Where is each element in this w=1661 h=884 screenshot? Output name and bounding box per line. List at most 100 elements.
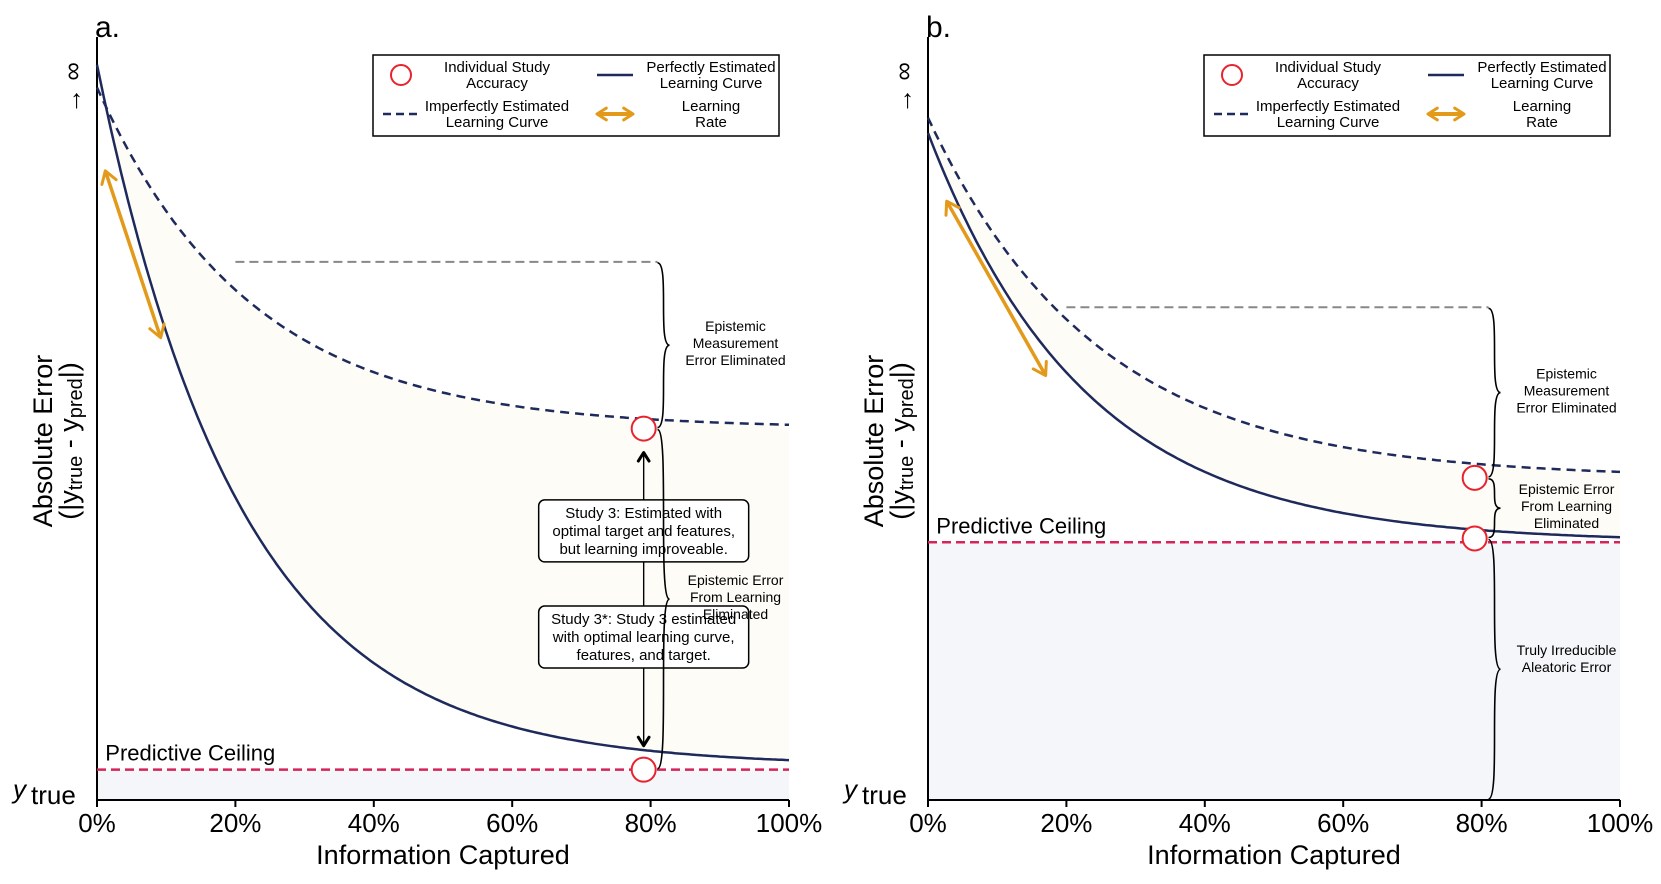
y-axis-label-line1: Absolute Error [28, 355, 58, 528]
legend-label: Learning Curve [1277, 114, 1380, 131]
brace-label-text: Epistemic Error [1519, 481, 1615, 497]
brace [1488, 307, 1501, 478]
brace-label-text: Aleatoric Error [1522, 659, 1612, 675]
y-top-label: → ∞ [888, 62, 918, 114]
brace-label-text: Eliminated [1534, 515, 1599, 531]
chart-panel-a: 0% 20% 40% 60% 80% 100% Information Captured Ab… [11, 11, 822, 870]
panel-label: b. [926, 11, 951, 44]
brace-label-text: Measurement [693, 335, 779, 351]
y-top-label: → ∞ [57, 62, 87, 114]
x-tick-label: 0% [78, 808, 116, 838]
x-axis-label: Information Captured [316, 840, 570, 870]
epistemic-area [97, 64, 789, 761]
study-point [630, 756, 657, 783]
x-tick-label: 100% [756, 808, 823, 838]
perfect-curve-line [926, 132, 1621, 539]
y-label-subscript: true [896, 456, 918, 490]
x-tick-label: 0% [909, 808, 947, 838]
study-box-text: optimal target and features, [552, 523, 735, 540]
legend-label: Learning Curve [660, 75, 763, 92]
aleatoric-area [928, 542, 1620, 800]
legend-label: Accuracy [466, 75, 528, 92]
brace-label-text: From Learning [690, 589, 781, 605]
brace-label-text: Error Eliminated [1516, 400, 1616, 416]
x-tick-label: 20% [1040, 808, 1092, 838]
study-box-text: but learning improveable. [559, 541, 727, 558]
legend-label: Perfectly Estimated [646, 59, 775, 76]
study-box-text: Study 3: Estimated with [565, 505, 722, 522]
brace [1488, 478, 1501, 539]
study-point [630, 415, 657, 442]
brace-label-text: Epistemic [705, 318, 766, 334]
legend-label: Learning [682, 98, 740, 115]
chart-panel-b: 0% 20% 40% 60% 80% 100% Information Captured Ab… [842, 11, 1653, 870]
panel-label: a. [95, 11, 120, 44]
predictive-ceiling-label: Predictive Ceiling [936, 513, 1106, 538]
legend-label: Perfectly Estimated [1477, 59, 1606, 76]
learning-rate-arrow [103, 170, 163, 339]
brace-label-text: Epistemic Error [688, 572, 784, 588]
legend-circle-icon [390, 64, 412, 86]
legend-circle-icon [1221, 64, 1243, 86]
legend-arrowhead [622, 106, 635, 122]
brace-label-text: From Learning [1521, 498, 1612, 514]
brace-label-text: Truly Irreducible [1517, 642, 1617, 658]
study-arrowhead [636, 451, 651, 463]
legend-arrowhead [1426, 106, 1439, 122]
study-box-text: with optimal learning curve, [552, 629, 735, 646]
legend-frame [372, 54, 780, 137]
predictive-ceiling-label: Predictive Ceiling [105, 741, 275, 766]
learning-rate-arrow [945, 200, 1048, 377]
study-box-frame [537, 605, 750, 669]
y-label-subscript: pred [896, 378, 918, 418]
study-box-text: features, and target. [577, 647, 711, 664]
brace [657, 262, 670, 429]
x-tick-label: 60% [1317, 808, 1369, 838]
y-label-text: (|y [54, 490, 84, 520]
y-label-text: - y [885, 418, 915, 456]
legend-label: Rate [1526, 114, 1558, 131]
aleatoric-area [97, 769, 789, 800]
legend-label: Individual Study [444, 59, 550, 76]
y-label-subscript: true [65, 456, 87, 490]
infinity-label: → ∞ [888, 62, 918, 114]
y-bottom-subscript: true [862, 780, 907, 810]
y-label-subscript: pred [65, 378, 87, 418]
study-arrowhead [636, 735, 651, 748]
brace [656, 428, 671, 770]
x-tick-label: 40% [348, 808, 400, 838]
y-label-text: (|y [885, 490, 915, 520]
y-bottom-subscript: true [31, 780, 76, 810]
perfect-curve-line [95, 64, 790, 762]
y-label-text: |) [885, 362, 915, 378]
legend-label: Learning [1513, 98, 1571, 115]
y-axis-label-line2: (|ytrue - ypred|) [885, 362, 918, 520]
brace-label-text: Eliminated [703, 606, 768, 622]
y-bottom-label: y [11, 774, 28, 804]
epistemic-area [928, 117, 1620, 538]
legend-label: Rate [695, 114, 727, 131]
legend-label: Individual Study [1275, 59, 1381, 76]
y-label-text: |) [54, 362, 84, 378]
x-tick-label: 20% [209, 808, 261, 838]
x-tick-label: 100% [1587, 808, 1654, 838]
legend-label: Accuracy [1297, 75, 1359, 92]
learning-rate-arrowhead [148, 322, 166, 340]
legend-label: Learning Curve [1491, 75, 1594, 92]
learning-rate-arrowhead [944, 199, 961, 217]
y-bottom-label: y [842, 774, 859, 804]
study-box-frame [537, 499, 750, 563]
legend-arrowhead [1453, 106, 1466, 122]
y-axis-label-line1: Absolute Error [859, 355, 889, 528]
y-axis-label: Absolute Error(|ytrue - ypred|) [28, 355, 87, 528]
legend-label: Imperfectly Estimated [1256, 98, 1400, 115]
legend-label: Learning Curve [446, 114, 549, 131]
y-label-text: - y [54, 418, 84, 456]
study-point [1461, 464, 1488, 491]
legend-arrowhead [595, 106, 608, 122]
